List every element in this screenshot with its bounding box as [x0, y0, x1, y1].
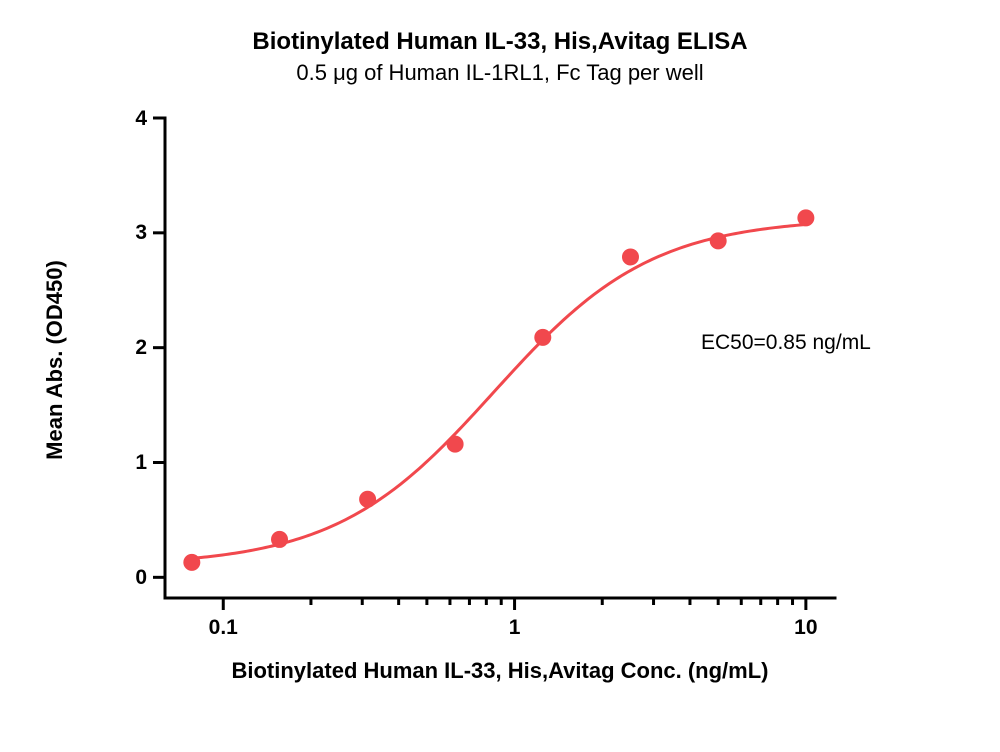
- x-tick-label: 0.1: [209, 616, 238, 640]
- ec50-annotation: EC50=0.85 ng/mL: [701, 331, 871, 355]
- plot-area: [165, 118, 835, 598]
- y-tick-label: 2: [135, 336, 147, 360]
- elisa-figure: Biotinylated Human IL-33, His,Avitag ELI…: [0, 0, 1000, 752]
- y-tick-label: 1: [135, 451, 147, 475]
- y-tick-label: 4: [135, 107, 147, 131]
- y-tick-label: 3: [135, 221, 147, 245]
- y-axis-label: Mean Abs. (OD450): [42, 120, 68, 600]
- chart-title: Biotinylated Human IL-33, His,Avitag ELI…: [0, 28, 1000, 56]
- x-tick-label: 10: [794, 616, 817, 640]
- y-tick-label: 0: [135, 566, 147, 590]
- x-axis-label: Biotinylated Human IL-33, His,Avitag Con…: [165, 658, 835, 684]
- plot-svg: [125, 78, 875, 638]
- x-tick-label: 1: [509, 616, 521, 640]
